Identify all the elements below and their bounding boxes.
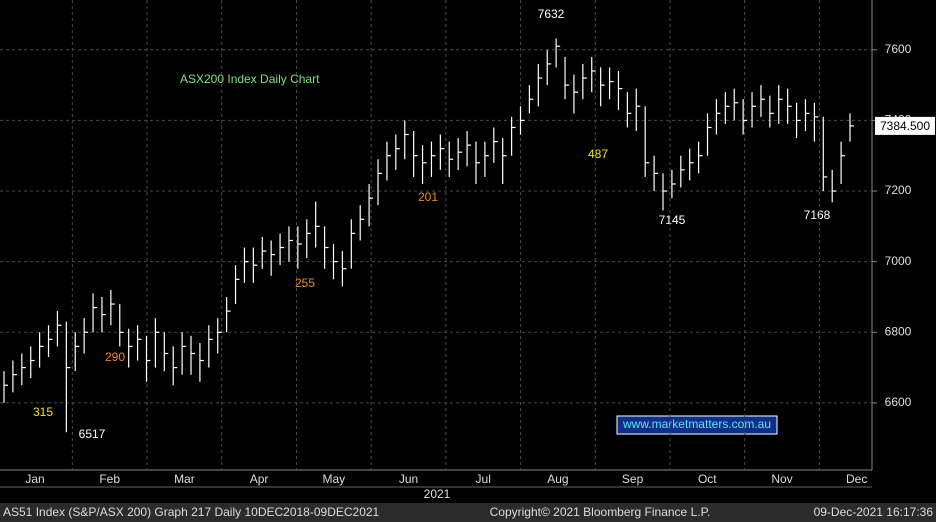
chart-title: ASX200 Index Daily Chart	[180, 72, 320, 86]
x-tick-label: Oct	[698, 472, 717, 486]
annotation: 7168	[804, 208, 831, 222]
watermark-box	[616, 415, 778, 435]
y-tick-label: 6600	[885, 395, 912, 409]
x-tick-label: Apr	[250, 472, 269, 486]
annotation: 487	[588, 147, 608, 161]
last-price-box	[875, 116, 935, 135]
footer-left: AS51 Index (S&P/ASX 200) Graph 217 Daily…	[3, 505, 380, 519]
watermark: www.marketmatters.com.au	[622, 417, 771, 431]
x-tick-label: Nov	[771, 472, 792, 486]
plot: Jan Feb Mar Apr May Jun Jul Aug Sep Oct Nov Dec 6600…	[0, 0, 935, 486]
y-tick-label: 6800	[885, 324, 912, 338]
annotation: 7632	[538, 7, 565, 21]
footer-bar	[0, 503, 936, 522]
x-tick-label: Sep	[622, 472, 644, 486]
annotation: 290	[105, 350, 125, 364]
x-tick-label: Jan	[25, 472, 44, 486]
y-tick-label: 7000	[885, 254, 912, 268]
x-tick-label: Jun	[399, 472, 418, 486]
year-label: 2021	[424, 487, 451, 501]
annotation: 201	[418, 190, 438, 204]
last-price-label: 7384.500	[880, 119, 930, 133]
x-tick-label: Jul	[476, 472, 491, 486]
x-tick-label: May	[322, 472, 345, 486]
x-tick-label: Dec	[846, 472, 867, 486]
annotation: 255	[295, 276, 315, 290]
annotation: 6517	[79, 427, 106, 441]
footer-center: Copyright© 2021 Bloomberg Finance L.P.	[490, 505, 711, 519]
annotation: 7145	[659, 213, 686, 227]
footer-right: 09-Dec-2021 16:17:36	[814, 505, 934, 519]
x-tick-label: Feb	[99, 472, 120, 486]
x-tick-label: Mar	[174, 472, 195, 486]
y-tick-label: 7200	[885, 183, 912, 197]
annotation: 315	[33, 405, 53, 419]
y-tick-label: 7600	[885, 42, 912, 56]
x-tick-label: Aug	[547, 472, 568, 486]
